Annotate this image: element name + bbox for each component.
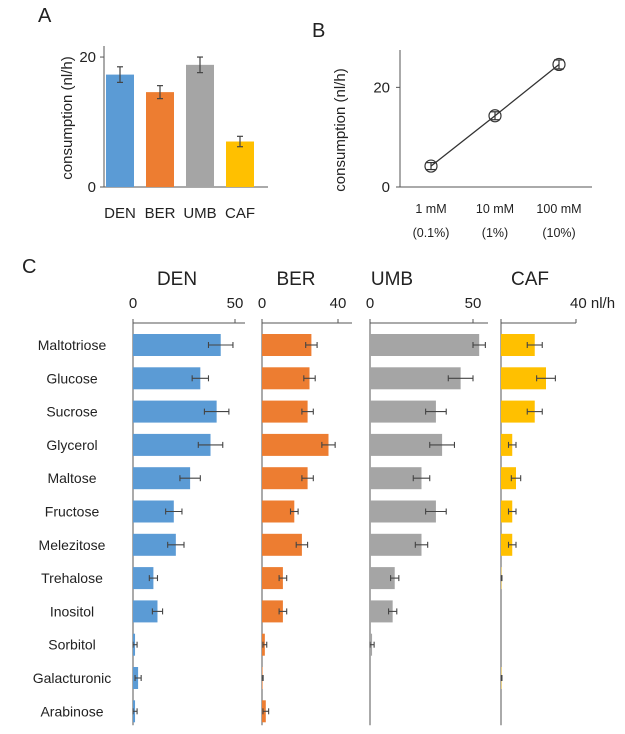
panel-c-bar-umb xyxy=(370,334,480,356)
panel-c-series-title-umb: UMB xyxy=(371,269,413,290)
panel-c-category-label: Sucrose xyxy=(46,404,98,420)
panel-c-bar-ber xyxy=(262,600,283,623)
panel-c-xtick-label: 0 xyxy=(129,295,137,312)
panel-c-category-label: Glycerol xyxy=(46,437,97,453)
panel-c-category-label: Trehalose xyxy=(41,570,103,586)
panel-c-bar-ber xyxy=(262,533,302,556)
panel-b-xtick-label: 100 mM xyxy=(536,202,581,216)
panel-c-bar-den xyxy=(133,467,191,490)
panel-c-bar-umb xyxy=(370,500,436,523)
panel-c-bar-caf xyxy=(501,367,546,390)
panel-c-bar-den xyxy=(133,334,221,356)
panel-b-xtick-sublabel: (1%) xyxy=(482,226,508,240)
panel-c-bar-caf xyxy=(501,400,535,423)
panel-c-bar-caf xyxy=(501,467,516,490)
panel-c-xtick-label: 50 xyxy=(227,295,244,312)
panel-c-xtick-label: 50 xyxy=(465,295,482,312)
panel-a-ytick-label: 20 xyxy=(79,49,96,66)
panel-c-bar-umb xyxy=(370,533,422,556)
panel-b-ytick-label: 0 xyxy=(382,179,390,196)
panel-c-bar-den xyxy=(133,533,176,556)
panel-c-bar-den xyxy=(133,400,217,423)
panel-a-category-label: UMB xyxy=(183,205,216,222)
panel-a-bar-den xyxy=(106,74,134,187)
panel-c-category-label: Glucose xyxy=(46,370,98,386)
panel-c-bar-umb xyxy=(370,433,443,456)
panel-c-bar-ber xyxy=(262,400,308,423)
panel-label-c: C xyxy=(22,256,36,278)
panel-c-category-label: Galacturonic xyxy=(33,670,112,686)
panel-c-bar-ber xyxy=(262,367,310,390)
panel-c-bar-ber xyxy=(262,433,329,456)
panel-a-category-label: BER xyxy=(145,205,176,222)
panel-b-xtick-label: 10 mM xyxy=(476,202,514,216)
panel-c-bar-caf xyxy=(501,533,513,556)
panel-c-bar-umb xyxy=(370,567,395,590)
panel-c-category-label: Inositol xyxy=(50,603,94,619)
panel-c-bar-umb xyxy=(370,600,393,623)
panel-a-ytick-label: 0 xyxy=(88,179,96,196)
panel-c-bar-ber xyxy=(262,334,312,356)
panel-c-bar-den xyxy=(133,600,158,623)
panel-label-b: B xyxy=(312,20,325,42)
panel-a-category-label: DEN xyxy=(104,205,136,222)
panel-c-bar-ber xyxy=(262,467,308,490)
panel-c-category-label: Maltose xyxy=(47,470,96,486)
panel-c-bar-den xyxy=(133,567,154,590)
panel-c-bar-umb xyxy=(370,467,422,490)
panel-c-category-label: Maltotriose xyxy=(38,337,107,353)
panel-b-xtick-sublabel: (0.1%) xyxy=(413,226,450,240)
panel-c-series-title-den: DEN xyxy=(157,269,197,290)
panel-c-bar-caf xyxy=(501,500,513,523)
panel-c-bar-ber xyxy=(262,567,283,590)
panel-a-bar-caf xyxy=(226,141,254,187)
panel-c-xtick-label: 0 xyxy=(258,295,266,312)
panel-c-bar-caf xyxy=(501,334,535,356)
panel-c-bar-caf xyxy=(501,433,513,456)
panel-b-data-point xyxy=(552,57,566,72)
panel-b-data-point xyxy=(424,159,438,173)
panel-c-series-title-ber: BER xyxy=(276,269,315,290)
panel-a-bar-chart: consumption (nl/h) 0 20 DEN BER UMB CAF xyxy=(59,46,268,222)
panel-b-ytick-label: 20 xyxy=(373,79,390,96)
panel-c-xtick-label: 40 nl/h xyxy=(570,295,615,312)
panel-label-a: A xyxy=(38,5,52,27)
panel-a-bar-umb xyxy=(186,64,214,187)
panel-c-bar-umb xyxy=(370,367,461,390)
panel-b-xtick-sublabel: (10%) xyxy=(542,226,575,240)
panel-c-category-label: Melezitose xyxy=(39,537,106,553)
panel-c-category-label: Arabinose xyxy=(40,703,103,719)
panel-c-bar-den xyxy=(133,433,211,456)
panel-a-category-label: CAF xyxy=(225,205,255,222)
panel-c-bar-den xyxy=(133,500,174,523)
panel-c-bar-den xyxy=(133,367,201,390)
panel-b-xtick-label: 1 mM xyxy=(415,202,446,216)
panel-b-data-point xyxy=(488,109,502,123)
panel-b-ylabel: consumption (nl/h) xyxy=(332,68,349,191)
panel-c-bar-ber xyxy=(262,500,295,523)
panel-c-xtick-label: 40 xyxy=(330,295,347,312)
panel-c-category-label: Sorbitol xyxy=(48,637,95,653)
panel-a-bar-ber xyxy=(146,92,174,187)
panel-c-category-label: Fructose xyxy=(45,504,100,520)
panel-c-horizontal-bar-chart: Maltotriose Glucose Sucrose Glycerol Maltose… xyxy=(33,269,615,726)
panel-b-line-chart: consumption (nl/h) 0 20 1 mM (0.1%) 10 mM (1%… xyxy=(332,50,592,240)
panel-a-ylabel: consumption (nl/h) xyxy=(59,56,76,179)
panel-c-xtick-label: 0 xyxy=(366,295,374,312)
panel-c-bar-umb xyxy=(370,400,436,423)
panel-c-series-title-caf: CAF xyxy=(511,269,549,290)
